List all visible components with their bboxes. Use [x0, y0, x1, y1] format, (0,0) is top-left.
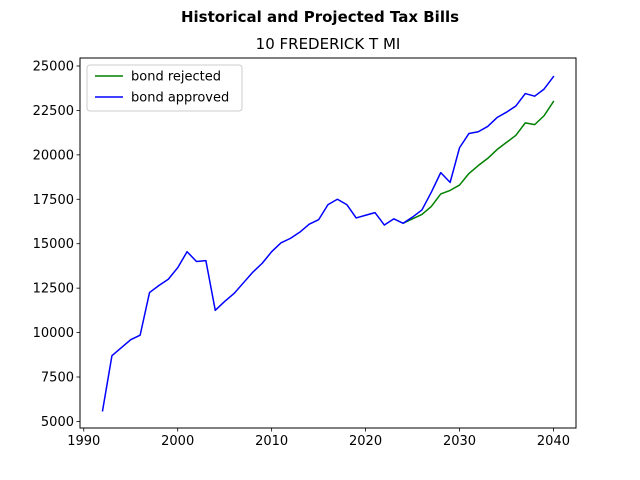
- y-tick-label: 10000: [33, 326, 74, 341]
- x-tick-label: 2030: [443, 434, 476, 449]
- y-tick-label: 20000: [33, 148, 74, 163]
- x-axis: 1990 2000 2010 2020 2030 2040: [67, 428, 570, 449]
- plot-background: [80, 58, 576, 428]
- plot-area: 1990 2000 2010 2020 2030 2040 5000 7500 10000 12…: [33, 57, 577, 449]
- x-tick-label: 2000: [161, 434, 194, 449]
- legend-label: bond rejected: [131, 70, 221, 85]
- legend-box: [86, 64, 243, 112]
- x-tick-label: 2020: [349, 434, 382, 449]
- x-tick-label: 2040: [537, 434, 570, 449]
- y-tick-label: 5000: [41, 415, 74, 430]
- y-tick-label: 22500: [33, 104, 74, 119]
- series-line-bond-rejected: [402, 100, 555, 225]
- chart-suptitle: Historical and Projected Tax Bills: [181, 8, 459, 26]
- y-tick-label: 17500: [33, 193, 74, 208]
- series-line-bond-approved: [101, 75, 555, 412]
- x-tick-label: 1990: [67, 434, 100, 449]
- y-tick-label: 12500: [33, 282, 74, 297]
- chart-title: 10 FREDERICK T MI: [256, 35, 401, 53]
- y-tick-label: 7500: [41, 370, 74, 385]
- x-tick-label: 2010: [255, 434, 288, 449]
- y-tick-label: 15000: [33, 237, 74, 252]
- y-axis: 5000 7500 10000 12500 15000 17500 20000 22500 25…: [33, 59, 80, 430]
- plot-frame: [79, 57, 577, 429]
- legend-label: bond approved: [131, 91, 229, 106]
- y-tick-label: 25000: [33, 59, 74, 74]
- legend: bond rejected bond approved: [86, 64, 243, 112]
- series-layer: [101, 75, 555, 412]
